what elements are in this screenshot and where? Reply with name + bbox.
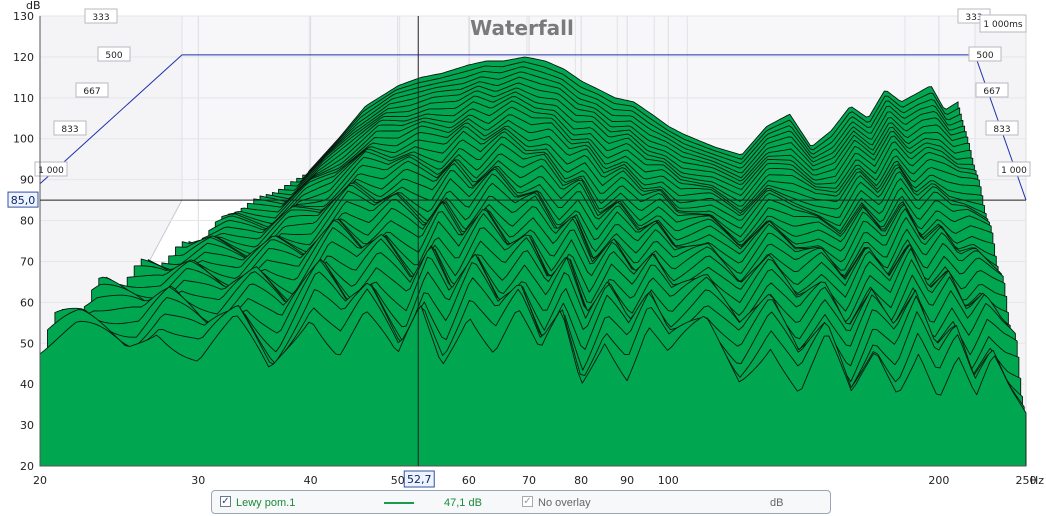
time-label-box <box>34 161 68 177</box>
unit-label: dB <box>770 497 784 509</box>
waterfall-slice <box>39 305 1027 467</box>
y-tick-label: 50 <box>20 337 34 350</box>
y-tick-label: 110 <box>13 92 34 105</box>
x-tick-label: 70 <box>522 474 536 487</box>
y-tick-label: 20 <box>20 460 34 473</box>
x-axis-label: Hz <box>1030 474 1044 487</box>
cursor-x-box <box>403 470 435 488</box>
y-tick-label: 40 <box>20 378 34 391</box>
time-label-box <box>75 82 109 98</box>
x-tick-label: 80 <box>574 474 588 487</box>
time-axis: 333 333 500 500 667 667 833 833 1 000 1 000 1 000m… <box>34 8 1031 201</box>
x-tick-label: 250 <box>1016 474 1037 487</box>
time-label-right: 1 000 <box>1001 166 1027 176</box>
time-label-left: 333 <box>92 13 109 23</box>
x-tick-label: 20 <box>33 474 47 487</box>
time-label-box <box>975 82 1009 98</box>
x-tick-label: 40 <box>304 474 318 487</box>
x-tick-label: 30 <box>191 474 205 487</box>
legend: ✓ Lewy pom.1 47,1 dB ✓ No overlay dB <box>211 490 831 514</box>
x-tick-label: 90 <box>620 474 634 487</box>
y-tick-label: 80 <box>20 215 34 228</box>
time-label-box <box>997 161 1031 177</box>
time-label-left: 833 <box>61 125 78 135</box>
time-label-box <box>97 46 131 62</box>
x-tick-label: 50 <box>391 474 405 487</box>
time-label-right: 833 <box>993 125 1010 135</box>
time-label-box <box>985 120 1019 136</box>
y-axis-label: dB <box>26 0 41 12</box>
series-line-sample <box>384 502 414 504</box>
cursor-x-readout: 52,7 <box>407 473 432 486</box>
x-tick-label: 100 <box>658 474 679 487</box>
time-label-right: 667 <box>983 87 1000 97</box>
cursor-y-readout: 85,0 <box>11 194 36 207</box>
time-label-right: 333 <box>965 13 982 23</box>
time-label-left: 667 <box>83 87 100 97</box>
y-tick-label: 120 <box>13 51 34 64</box>
series-checkbox[interactable]: ✓ <box>220 496 231 507</box>
series-value: 47,1 dB <box>444 497 482 509</box>
chart-title: Waterfall <box>470 16 574 40</box>
y-tick-label: 100 <box>13 133 34 146</box>
time-label-box <box>53 120 87 136</box>
waterfall-chart[interactable]: 333 333 500 500 667 667 833 833 1 000 1 000 1 000m… <box>0 0 1046 490</box>
y-tick-label: 130 <box>13 10 34 23</box>
time-label-box <box>968 46 1002 62</box>
time-label-box <box>84 8 118 24</box>
y-tick-label: 90 <box>20 174 34 187</box>
y-tick-label: 70 <box>20 255 34 268</box>
time-unit-box <box>979 14 1027 33</box>
x-tick-label: 60 <box>462 474 476 487</box>
overlay-label: No overlay <box>538 497 591 509</box>
y-tick-label: 30 <box>20 419 34 432</box>
cursor-y-box <box>7 191 39 208</box>
y-tick-label: 60 <box>20 296 34 309</box>
x-tick-label: 200 <box>928 474 949 487</box>
axes: 20 30 40 50 60 70 80 90 100 110 120 130 20 30 40 50 60 70… <box>13 10 1037 487</box>
time-unit-label: 1 000ms <box>983 20 1023 30</box>
waterfall-slices <box>39 56 1027 467</box>
series-name: Lewy pom.1 <box>236 497 296 509</box>
time-label-left: 500 <box>105 51 122 61</box>
time-label-right: 500 <box>976 51 993 61</box>
overlay-checkbox[interactable]: ✓ <box>522 496 533 507</box>
cursor[interactable]: 85,0 52,7 <box>7 16 1026 488</box>
time-label-left: 1 000 <box>38 166 64 176</box>
